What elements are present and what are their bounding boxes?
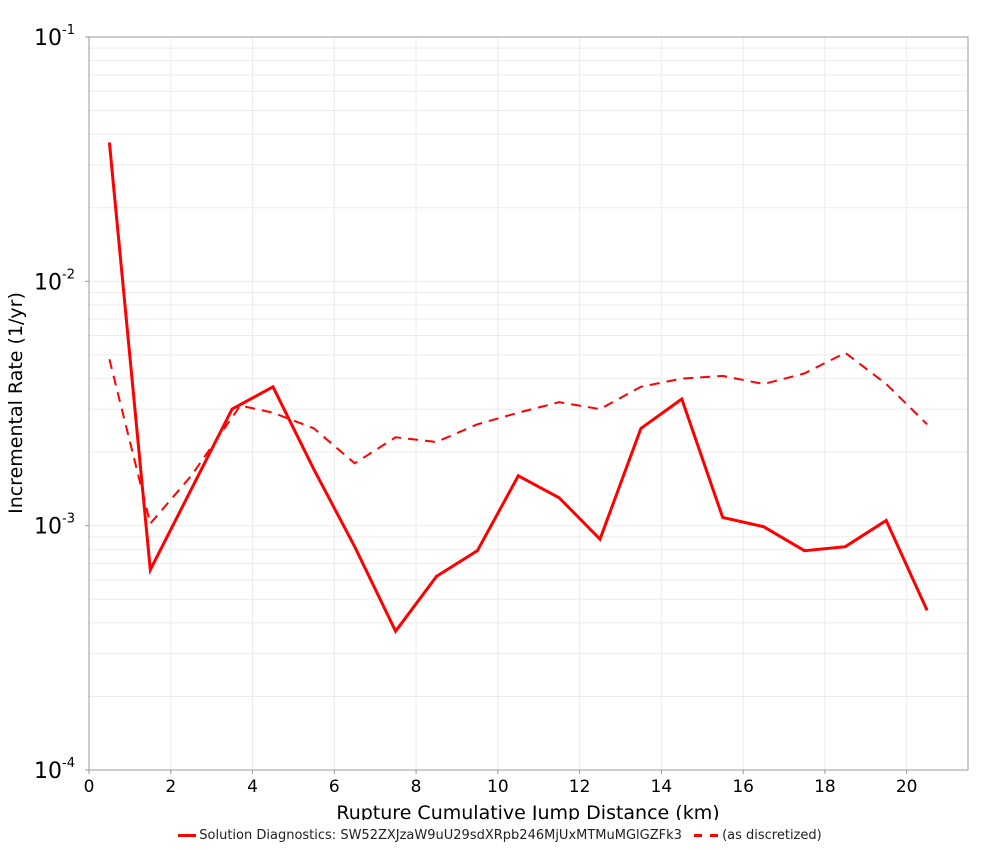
- grid-lines: [88, 37, 968, 771]
- solid-line-swatch-icon: [178, 834, 197, 837]
- x-tick-label: 12: [569, 777, 591, 797]
- legend: Solution Diagnostics: SW52ZXJzaW9uU29sdX…: [0, 826, 1000, 843]
- x-tick-label: 20: [896, 777, 918, 797]
- solution-line: [107, 142, 929, 635]
- x-tick-label: 6: [329, 777, 340, 797]
- y-tick-label: 10-4: [34, 756, 75, 784]
- x-tick-label: 18: [814, 777, 836, 797]
- plot-area: [88, 36, 969, 771]
- x-tick-label: 10: [487, 777, 509, 797]
- discretized-line: [108, 351, 928, 526]
- x-axis-ticks: 0 2 4 6 8 10 12 14 16 18 20: [84, 770, 918, 797]
- y-tick-label: 10-1: [34, 23, 75, 51]
- dashed-line-swatch-icon: [694, 834, 719, 837]
- x-tick-label: 2: [165, 777, 176, 797]
- x-tick-label: 14: [651, 777, 673, 797]
- x-axis-label: Rupture Cumulative Jump Distance (km): [336, 802, 719, 820]
- legend-label: Solution Diagnostics: SW52ZXJzaW9uU29sdX…: [199, 828, 682, 843]
- legend-item-discretized: (as discretized): [694, 828, 822, 843]
- y-tick-label: 10-2: [34, 267, 75, 295]
- series-lines: [107, 142, 929, 635]
- y-tick-label: 10-3: [34, 512, 75, 540]
- chart: 0 2 4 6 8 10 12 14 16 18 20 10-1 10-2 10-3 10-4 Ruptu…: [5, 23, 969, 820]
- x-tick-label: 0: [84, 777, 95, 797]
- y-axis-ticks: 10-1 10-2 10-3 10-4: [34, 23, 89, 784]
- y-axis-label: Incremental Rate (1/yr): [5, 292, 27, 514]
- x-tick-label: 8: [411, 777, 422, 797]
- legend-label: (as discretized): [722, 828, 822, 843]
- legend-item-solution: Solution Diagnostics: SW52ZXJzaW9uU29sdX…: [178, 828, 682, 843]
- x-tick-label: 16: [732, 777, 754, 797]
- x-tick-label: 4: [247, 777, 258, 797]
